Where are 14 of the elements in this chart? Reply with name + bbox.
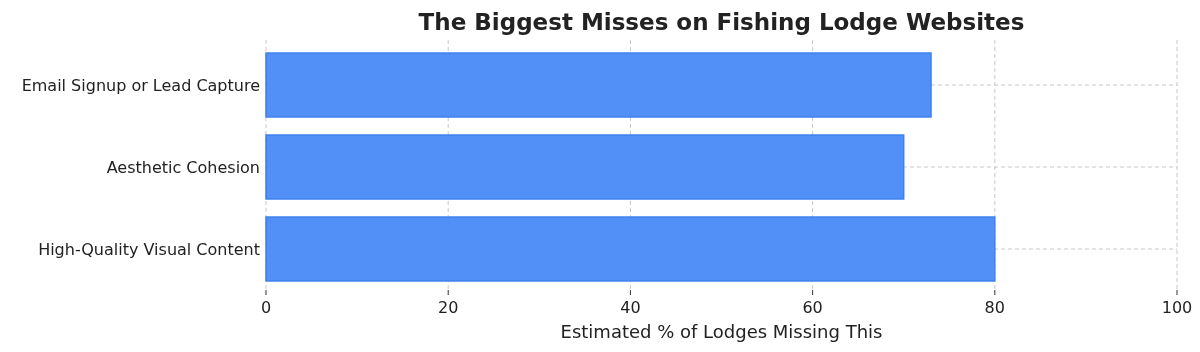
x-tick-label: 100 [1161, 298, 1193, 317]
x-tick-label: 0 [260, 298, 272, 317]
bar [265, 52, 932, 118]
x-tick-label: 80 [984, 298, 1005, 317]
x-tick-label: 40 [620, 298, 641, 317]
bar [265, 216, 996, 282]
bar [265, 134, 905, 200]
x-tick-label: 60 [802, 298, 823, 317]
y-tick-label: Aesthetic Cohesion [106, 157, 260, 177]
y-tick-label: Email Signup or Lead Capture [21, 75, 260, 95]
x-tick-label: 20 [438, 298, 459, 317]
chart-title: The Biggest Misses on Fishing Lodge Websites [418, 9, 1025, 35]
x-axis-title: Estimated % of Lodges Missing This [560, 321, 883, 342]
y-tick-label: High-Quality Visual Content [38, 239, 260, 259]
